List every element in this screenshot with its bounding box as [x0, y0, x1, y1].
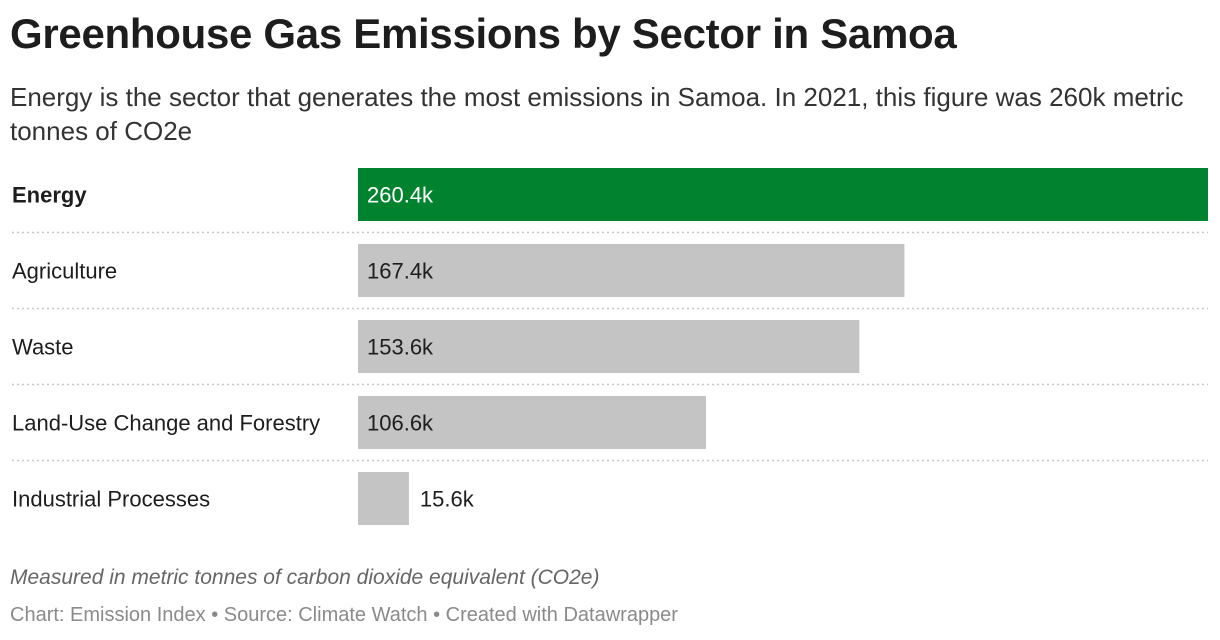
- category-label-land-use-change-and-forestry: Land-Use Change and Forestry: [12, 411, 320, 436]
- source-credit: Chart: Emission Index • Source: Climate …: [10, 604, 678, 626]
- value-label-land-use-change-and-forestry: 106.6k: [367, 411, 434, 436]
- bar-industrial-processes: [358, 472, 409, 525]
- bar-waste: [358, 320, 860, 373]
- value-label-agriculture: 167.4k: [367, 259, 434, 284]
- category-label-agriculture: Agriculture: [12, 259, 117, 284]
- bar-land-use-change-and-forestry: [358, 396, 706, 449]
- value-label-industrial-processes: 15.6k: [420, 487, 475, 512]
- chart-title: Greenhouse Gas Emissions by Sector in Sa…: [10, 10, 957, 57]
- measurement-note: Measured in metric tonnes of carbon diox…: [10, 566, 600, 589]
- bar-agriculture: [358, 244, 905, 297]
- category-label-industrial-processes: Industrial Processes: [12, 487, 210, 512]
- value-label-waste: 153.6k: [367, 335, 434, 360]
- category-label-energy: Energy: [12, 183, 87, 208]
- value-label-energy: 260.4k: [367, 183, 434, 208]
- category-label-waste: Waste: [12, 335, 74, 360]
- bar-energy: [358, 168, 1208, 221]
- chart-subtitle: Energy is the sector that generates the …: [10, 82, 1184, 146]
